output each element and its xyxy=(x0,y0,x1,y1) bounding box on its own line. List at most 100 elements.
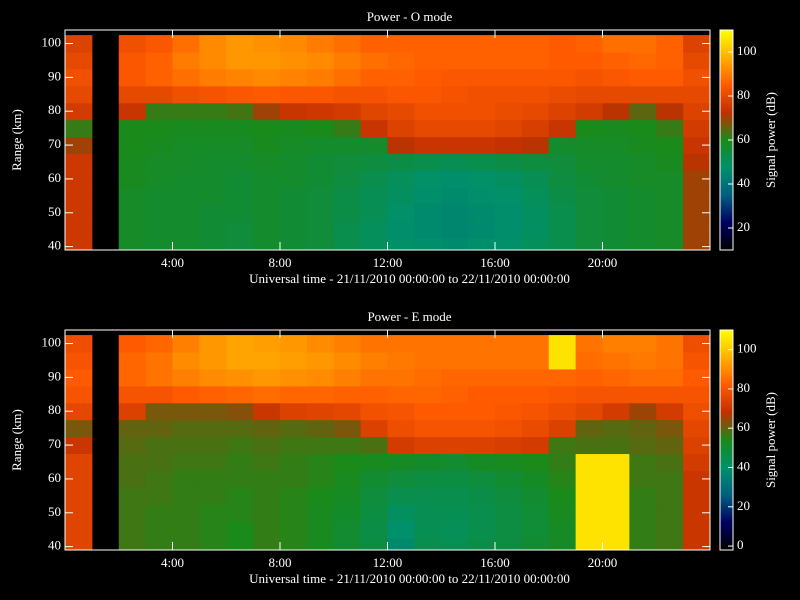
heat-cell xyxy=(521,470,550,488)
heat-cell xyxy=(306,402,335,421)
heat-cell xyxy=(656,335,684,353)
heat-cell xyxy=(118,204,147,222)
heat-cell xyxy=(253,68,281,87)
heat-cell xyxy=(118,221,147,239)
heat-cell xyxy=(575,335,603,353)
heat-cell xyxy=(226,352,254,370)
heat-cell xyxy=(629,221,657,239)
heat-cell xyxy=(199,470,227,488)
heat-cell xyxy=(683,436,710,455)
heat-cell xyxy=(575,368,603,387)
heat-cell xyxy=(575,238,603,250)
heat-cell xyxy=(118,436,147,455)
heat-cell xyxy=(441,368,469,387)
x-tick-label: 8:00 xyxy=(268,555,291,570)
heat-cell xyxy=(65,153,93,171)
heat-cell xyxy=(602,470,630,488)
y-tick-label: 50 xyxy=(48,504,61,519)
heat-cell xyxy=(468,352,496,370)
heat-cell xyxy=(656,470,684,488)
heat-cell xyxy=(333,504,362,522)
heat-cell xyxy=(65,352,93,370)
heat-cell xyxy=(602,119,630,138)
heat-cell xyxy=(521,538,550,550)
heat-cell xyxy=(548,402,577,421)
heat-cell xyxy=(65,419,93,438)
y-tick-label: 50 xyxy=(48,204,61,219)
heat-cell xyxy=(441,221,469,239)
heat-cell xyxy=(629,385,657,404)
heat-cell xyxy=(145,335,173,353)
heat-cell xyxy=(280,238,308,250)
heat-cell xyxy=(199,119,227,138)
heat-cell xyxy=(387,119,415,138)
heat-cell xyxy=(441,352,469,370)
heat-cell xyxy=(441,335,469,353)
heat-cell xyxy=(656,402,684,421)
x-tick-label: 20:00 xyxy=(588,555,618,570)
colorbar-tick-label: 20 xyxy=(737,498,750,513)
heat-cell xyxy=(145,52,173,70)
heat-cell xyxy=(226,504,254,522)
heat-cell xyxy=(602,521,630,539)
heat-cell xyxy=(360,136,388,155)
heat-cell xyxy=(360,187,388,205)
heat-cell xyxy=(548,419,577,438)
heat-cell xyxy=(172,204,200,222)
heat-cell xyxy=(468,521,496,539)
heat-cell xyxy=(441,538,469,550)
heat-cell xyxy=(468,470,496,488)
heat-cell xyxy=(333,385,362,404)
heat-cell xyxy=(306,68,335,87)
heat-cell xyxy=(65,436,93,455)
heat-cell xyxy=(199,187,227,205)
heat-cell xyxy=(333,352,362,370)
heat-cell xyxy=(306,221,335,239)
heat-cell xyxy=(683,385,710,404)
heat-cell xyxy=(280,368,308,387)
heat-cell xyxy=(521,204,550,222)
heat-cell xyxy=(468,385,496,404)
heat-cell xyxy=(441,52,469,70)
heat-cell xyxy=(118,453,147,471)
heat-cell xyxy=(495,52,523,70)
heat-cell xyxy=(333,453,362,471)
heat-cell xyxy=(629,153,657,171)
heat-cell xyxy=(65,119,93,138)
heat-cell xyxy=(548,35,577,53)
heat-cell xyxy=(414,470,442,488)
heat-cell xyxy=(468,119,496,138)
heat-cell xyxy=(495,136,523,155)
heat-cell xyxy=(172,352,200,370)
heat-cell xyxy=(468,68,496,87)
heat-cell xyxy=(387,504,415,522)
heat-cell xyxy=(226,221,254,239)
heat-cell xyxy=(629,419,657,438)
heat-cell xyxy=(414,419,442,438)
heat-cell xyxy=(199,221,227,239)
heat-cell xyxy=(280,136,308,155)
heat-cell xyxy=(360,221,388,239)
heat-cell xyxy=(118,136,147,155)
y-tick-label: 70 xyxy=(48,136,61,151)
x-axis-label: Universal time - 21/11/2010 00:00:00 to … xyxy=(249,571,570,586)
heat-cell xyxy=(683,368,710,387)
heat-cell xyxy=(548,352,577,370)
heat-cell xyxy=(199,204,227,222)
heat-cell xyxy=(441,238,469,250)
heat-cell xyxy=(333,153,362,171)
heat-cell xyxy=(253,238,281,250)
heat-cell xyxy=(468,402,496,421)
heat-cell xyxy=(333,119,362,138)
heat-cell xyxy=(441,170,469,188)
heat-cell xyxy=(683,119,710,138)
heat-cell xyxy=(118,402,147,421)
heat-cell xyxy=(118,170,147,188)
heat-cell xyxy=(172,487,200,505)
heat-cell xyxy=(495,402,523,421)
heat-cell xyxy=(548,436,577,455)
heat-cell xyxy=(441,402,469,421)
heat-cell xyxy=(253,487,281,505)
heat-cell xyxy=(333,335,362,353)
heat-cell xyxy=(548,521,577,539)
